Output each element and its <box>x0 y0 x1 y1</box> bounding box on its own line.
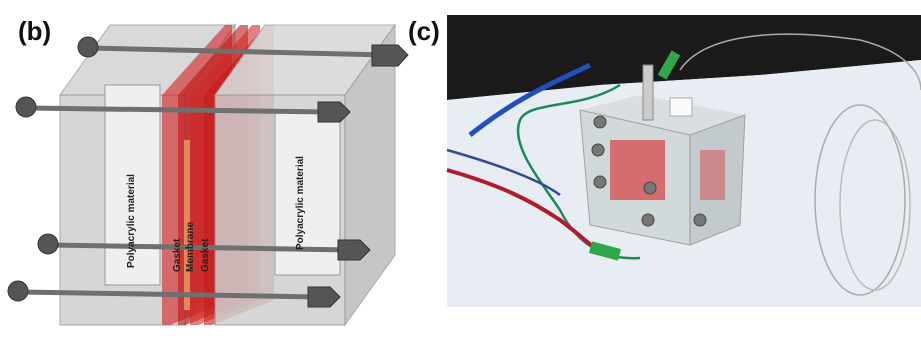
membrane-label: Membrane <box>185 222 196 272</box>
gasket-label: Gasket <box>172 238 183 272</box>
panel-label: (b) <box>18 16 51 46</box>
cell-diagram: Polyacrylic material Gasket Membrane Gas… <box>8 25 408 325</box>
panel-label: (c) <box>408 16 440 46</box>
figure: Polyacrylic material Gasket Membrane Gas… <box>0 0 921 338</box>
photo <box>447 15 921 307</box>
gasket-label: Gasket <box>200 238 211 272</box>
material-label: Polyacrylic material <box>295 156 306 250</box>
material-label: Polyacrylic material <box>126 174 137 268</box>
